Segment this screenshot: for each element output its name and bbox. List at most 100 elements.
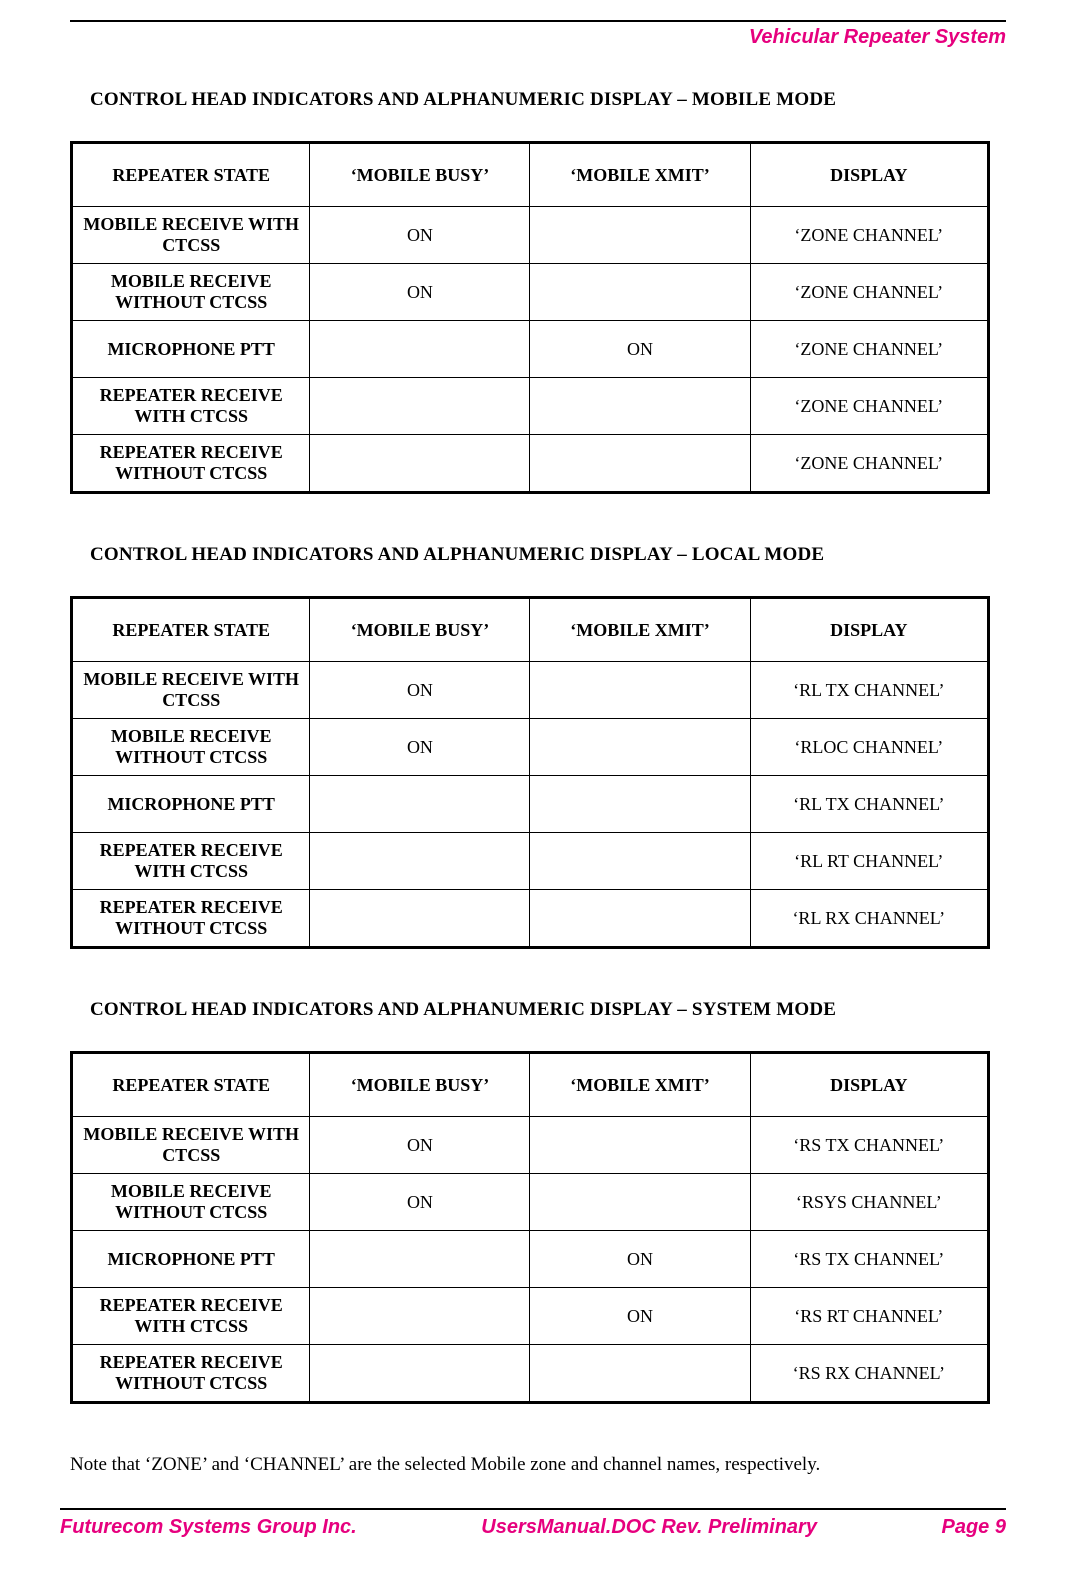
cell-xmit — [530, 435, 750, 493]
cell-display: ‘ZONE CHANNEL’ — [750, 435, 988, 493]
cell-state: REPEATER RECEIVE WITHOUT CTCSS — [72, 1345, 310, 1403]
cell-busy — [310, 776, 530, 833]
cell-state: REPEATER RECEIVE WITHOUT CTCSS — [72, 890, 310, 948]
cell-xmit: ON — [530, 1288, 750, 1345]
table-row: MOBILE RECEIVE WITH CTCSS ON ‘RS TX CHAN… — [72, 1117, 989, 1174]
cell-busy — [310, 890, 530, 948]
cell-busy — [310, 1231, 530, 1288]
cell-xmit — [530, 264, 750, 321]
cell-xmit: ON — [530, 1231, 750, 1288]
cell-busy — [310, 833, 530, 890]
col-busy: ‘MOBILE BUSY’ — [310, 1053, 530, 1117]
table-mobile-mode: REPEATER STATE ‘MOBILE BUSY’ ‘MOBILE XMI… — [70, 141, 990, 494]
footnote: Note that ‘ZONE’ and ‘CHANNEL’ are the s… — [70, 1454, 1006, 1476]
cell-state: REPEATER RECEIVE WITH CTCSS — [72, 1288, 310, 1345]
cell-display: ‘ZONE CHANNEL’ — [750, 207, 988, 264]
cell-busy: ON — [310, 662, 530, 719]
table-row: MOBILE RECEIVE WITHOUT CTCSS ON ‘RLOC CH… — [72, 719, 989, 776]
table-row: REPEATER RECEIVE WITH CTCSS ‘ZONE CHANNE… — [72, 378, 989, 435]
cell-state: MICROPHONE PTT — [72, 321, 310, 378]
cell-display: ‘RS RX CHANNEL’ — [750, 1345, 988, 1403]
cell-display: ‘ZONE CHANNEL’ — [750, 321, 988, 378]
page-footer: Futurecom Systems Group Inc. UsersManual… — [60, 1508, 1006, 1539]
cell-state: REPEATER RECEIVE WITH CTCSS — [72, 833, 310, 890]
cell-state: MOBILE RECEIVE WITH CTCSS — [72, 207, 310, 264]
cell-state: MOBILE RECEIVE WITH CTCSS — [72, 1117, 310, 1174]
col-display: DISPLAY — [750, 1053, 988, 1117]
cell-xmit: ON — [530, 321, 750, 378]
col-state: REPEATER STATE — [72, 143, 310, 207]
cell-state: REPEATER RECEIVE WITH CTCSS — [72, 378, 310, 435]
table-row: REPEATER RECEIVE WITH CTCSS ON ‘RS RT CH… — [72, 1288, 989, 1345]
cell-display: ‘RL TX CHANNEL’ — [750, 776, 988, 833]
cell-xmit — [530, 833, 750, 890]
cell-busy — [310, 321, 530, 378]
cell-xmit — [530, 1174, 750, 1231]
section-title-mobile: CONTROL HEAD INDICATORS AND ALPHANUMERIC… — [90, 89, 1006, 111]
cell-state: MICROPHONE PTT — [72, 776, 310, 833]
table-local-mode: REPEATER STATE ‘MOBILE BUSY’ ‘MOBILE XMI… — [70, 596, 990, 949]
cell-xmit — [530, 662, 750, 719]
cell-xmit — [530, 890, 750, 948]
cell-display: ‘RS RT CHANNEL’ — [750, 1288, 988, 1345]
cell-state: MICROPHONE PTT — [72, 1231, 310, 1288]
cell-display: ‘RS TX CHANNEL’ — [750, 1231, 988, 1288]
table-header-row: REPEATER STATE ‘MOBILE BUSY’ ‘MOBILE XMI… — [72, 1053, 989, 1117]
table-row: MICROPHONE PTT ‘RL TX CHANNEL’ — [72, 776, 989, 833]
col-busy: ‘MOBILE BUSY’ — [310, 598, 530, 662]
table-header-row: REPEATER STATE ‘MOBILE BUSY’ ‘MOBILE XMI… — [72, 598, 989, 662]
cell-display: ‘RSYS CHANNEL’ — [750, 1174, 988, 1231]
cell-busy — [310, 378, 530, 435]
table-row: MOBILE RECEIVE WITHOUT CTCSS ON ‘ZONE CH… — [72, 264, 989, 321]
cell-busy: ON — [310, 1117, 530, 1174]
table-row: MICROPHONE PTT ON ‘ZONE CHANNEL’ — [72, 321, 989, 378]
cell-state: REPEATER RECEIVE WITHOUT CTCSS — [72, 435, 310, 493]
cell-display: ‘RL RT CHANNEL’ — [750, 833, 988, 890]
cell-xmit — [530, 719, 750, 776]
table-row: REPEATER RECEIVE WITH CTCSS ‘RL RT CHANN… — [72, 833, 989, 890]
cell-busy — [310, 435, 530, 493]
cell-xmit — [530, 776, 750, 833]
cell-busy — [310, 1288, 530, 1345]
table-header-row: REPEATER STATE ‘MOBILE BUSY’ ‘MOBILE XMI… — [72, 143, 989, 207]
section-title-system: CONTROL HEAD INDICATORS AND ALPHANUMERIC… — [90, 999, 1006, 1021]
cell-state: MOBILE RECEIVE WITHOUT CTCSS — [72, 264, 310, 321]
table-row: MOBILE RECEIVE WITH CTCSS ON ‘RL TX CHAN… — [72, 662, 989, 719]
cell-state: MOBILE RECEIVE WITHOUT CTCSS — [72, 719, 310, 776]
cell-busy: ON — [310, 719, 530, 776]
cell-xmit — [530, 1345, 750, 1403]
footer-right: Page 9 — [942, 1516, 1006, 1539]
cell-display: ‘RS TX CHANNEL’ — [750, 1117, 988, 1174]
cell-display: ‘RLOC CHANNEL’ — [750, 719, 988, 776]
table-system-mode: REPEATER STATE ‘MOBILE BUSY’ ‘MOBILE XMI… — [70, 1051, 990, 1404]
header-right: Vehicular Repeater System — [70, 26, 1006, 49]
table-row: REPEATER RECEIVE WITHOUT CTCSS ‘RL RX CH… — [72, 890, 989, 948]
cell-busy — [310, 1345, 530, 1403]
cell-state: MOBILE RECEIVE WITHOUT CTCSS — [72, 1174, 310, 1231]
table-row: MOBILE RECEIVE WITH CTCSS ON ‘ZONE CHANN… — [72, 207, 989, 264]
table-row: REPEATER RECEIVE WITHOUT CTCSS ‘ZONE CHA… — [72, 435, 989, 493]
col-xmit: ‘MOBILE XMIT’ — [530, 598, 750, 662]
cell-xmit — [530, 207, 750, 264]
cell-display: ‘RL TX CHANNEL’ — [750, 662, 988, 719]
cell-busy: ON — [310, 1174, 530, 1231]
cell-busy: ON — [310, 264, 530, 321]
col-xmit: ‘MOBILE XMIT’ — [530, 1053, 750, 1117]
cell-busy: ON — [310, 207, 530, 264]
cell-display: ‘ZONE CHANNEL’ — [750, 378, 988, 435]
col-display: DISPLAY — [750, 143, 988, 207]
footer-left: Futurecom Systems Group Inc. — [60, 1516, 357, 1539]
col-busy: ‘MOBILE BUSY’ — [310, 143, 530, 207]
col-state: REPEATER STATE — [72, 1053, 310, 1117]
cell-xmit — [530, 1117, 750, 1174]
cell-xmit — [530, 378, 750, 435]
table-row: REPEATER RECEIVE WITHOUT CTCSS ‘RS RX CH… — [72, 1345, 989, 1403]
table-row: MOBILE RECEIVE WITHOUT CTCSS ON ‘RSYS CH… — [72, 1174, 989, 1231]
cell-display: ‘RL RX CHANNEL’ — [750, 890, 988, 948]
table-row: MICROPHONE PTT ON ‘RS TX CHANNEL’ — [72, 1231, 989, 1288]
col-state: REPEATER STATE — [72, 598, 310, 662]
cell-state: MOBILE RECEIVE WITH CTCSS — [72, 662, 310, 719]
cell-display: ‘ZONE CHANNEL’ — [750, 264, 988, 321]
col-xmit: ‘MOBILE XMIT’ — [530, 143, 750, 207]
section-title-local: CONTROL HEAD INDICATORS AND ALPHANUMERIC… — [90, 544, 1006, 566]
